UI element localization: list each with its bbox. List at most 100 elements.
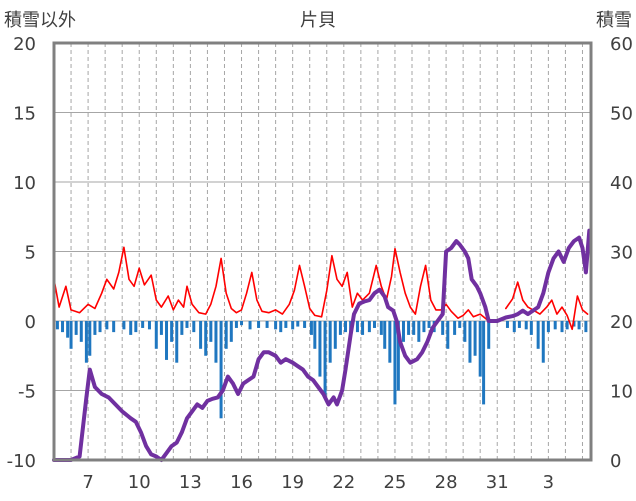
precipitation-bar-20	[170, 321, 174, 342]
precipitation-bar-52	[355, 321, 359, 333]
precipitation-bar-39	[284, 321, 288, 328]
precipitation-bar-81	[524, 321, 528, 330]
precipitation-bar-4	[74, 321, 78, 335]
precipitation-bar-53	[361, 321, 365, 335]
precipitation-bar-25	[199, 321, 203, 349]
precipitation-bar-88	[565, 321, 569, 330]
right-tick-label: 0	[610, 451, 621, 472]
precipitation-bar-30	[224, 321, 228, 349]
precipitation-bar-91	[584, 321, 588, 333]
precipitation-bar-7	[88, 321, 92, 356]
x-tick-label: 3	[543, 472, 554, 493]
precipitation-bar-70	[453, 321, 457, 335]
precipitation-bar-89	[572, 321, 576, 327]
precipitation-bar-66	[427, 321, 431, 328]
precipitation-bar-74	[473, 321, 477, 356]
right-tick-label: 10	[610, 382, 633, 403]
x-axis-ticks: 7 10 13 16 19 22 25 28 31 3	[82, 472, 554, 493]
precipitation-bar-69	[446, 321, 450, 349]
precipitation-bar-54	[367, 321, 371, 333]
precipitation-bar-10	[105, 321, 109, 330]
precipitation-bar-63	[412, 321, 416, 335]
precipitation-bar-40	[291, 321, 295, 330]
precipitation-bar-5	[79, 321, 83, 342]
precipitation-bar-22	[180, 321, 184, 335]
x-tick-label: 28	[435, 472, 458, 493]
precipitation-bar-41	[296, 321, 300, 327]
precipitation-bar-50	[344, 321, 348, 333]
left-tick-label: 15	[13, 104, 36, 125]
precipitation-bar-83	[536, 321, 540, 349]
precipitation-bar-23	[185, 321, 189, 328]
precipitation-bar-24	[192, 321, 196, 333]
precipitation-bar-86	[553, 321, 557, 330]
x-tick-label: 16	[230, 472, 253, 493]
precipitation-bar-56	[379, 321, 383, 335]
precipitation-bar-6	[84, 321, 88, 363]
x-tick-label: 10	[128, 472, 151, 493]
precipitation-bar-59	[393, 321, 397, 405]
precipitation-bar-34	[248, 321, 252, 330]
precipitation-bar-13	[129, 321, 133, 335]
precipitation-bar-65	[422, 321, 426, 333]
right-axis-ticks: 0 10 20 30 40 50 60	[610, 34, 633, 472]
temperature-line-1	[505, 281, 589, 331]
precipitation-bar-45	[318, 321, 322, 377]
precipitation-bar-78	[505, 321, 509, 328]
precipitation-bar-85	[546, 321, 550, 333]
precipitation-bar-31	[229, 321, 233, 342]
precipitation-bar-64	[417, 321, 421, 342]
precipitation-bar-9	[98, 321, 102, 333]
precipitation-bar-16	[147, 321, 151, 330]
precipitation-bar-84	[541, 321, 545, 363]
precipitation-bar-58	[388, 321, 392, 363]
precipitation-bar-48	[333, 321, 337, 349]
precipitation-bar-72	[463, 321, 467, 342]
precipitation-bar-82	[529, 321, 533, 335]
right-tick-label: 60	[610, 34, 633, 55]
precipitation-bar-73	[468, 321, 472, 363]
precipitation-bar-32	[234, 321, 238, 328]
precipitation-bar-8	[93, 321, 97, 335]
right-axis-title: 積雪	[596, 10, 632, 31]
precipitation-bar-36	[265, 321, 269, 328]
precipitation-bar-90	[577, 321, 581, 330]
precipitation-bar-0	[55, 321, 59, 330]
right-tick-label: 40	[610, 173, 633, 194]
precipitation-bar-43	[309, 321, 313, 335]
left-tick-label: 20	[13, 34, 36, 55]
precipitation-bar-11	[112, 321, 116, 333]
precipitation-bar-79	[512, 321, 516, 333]
series-lines	[52, 228, 592, 462]
precipitation-bar-37	[274, 321, 278, 330]
precipitation-bar-75	[478, 321, 482, 377]
x-tick-label: 19	[281, 472, 304, 493]
left-tick-label: -10	[7, 451, 36, 472]
x-tick-label: 13	[179, 472, 202, 493]
left-tick-label: -5	[18, 382, 36, 403]
x-tick-label: 7	[82, 472, 93, 493]
precipitation-bar-77	[487, 321, 491, 349]
precipitation-bar-26	[204, 321, 208, 356]
snow-depth-line-3	[52, 228, 592, 462]
left-tick-label: 5	[25, 243, 36, 264]
precipitation-bar-61	[401, 321, 405, 342]
precipitation-bar-3	[69, 321, 73, 349]
precipitation-bar-80	[517, 321, 521, 328]
temperature-line-0	[53, 246, 493, 322]
precipitation-bar-27	[209, 321, 213, 342]
precipitation-bar-62	[407, 321, 411, 335]
left-axis-title: 積雪以外	[4, 10, 76, 31]
left-tick-label: 0	[25, 312, 36, 333]
precipitation-bar-47	[328, 321, 332, 363]
precipitation-bar-29	[219, 321, 223, 419]
x-tick-label: 25	[383, 472, 406, 493]
precipitation-bar-14	[134, 321, 138, 333]
precipitation-bar-12	[122, 321, 126, 330]
precipitation-bar-57	[383, 321, 387, 349]
right-tick-label: 30	[610, 243, 633, 264]
precipitation-bar-33	[240, 321, 244, 326]
precipitation-bars	[55, 321, 588, 419]
precipitation-bar-2	[66, 321, 70, 338]
horizontal-gridlines	[54, 112, 591, 391]
